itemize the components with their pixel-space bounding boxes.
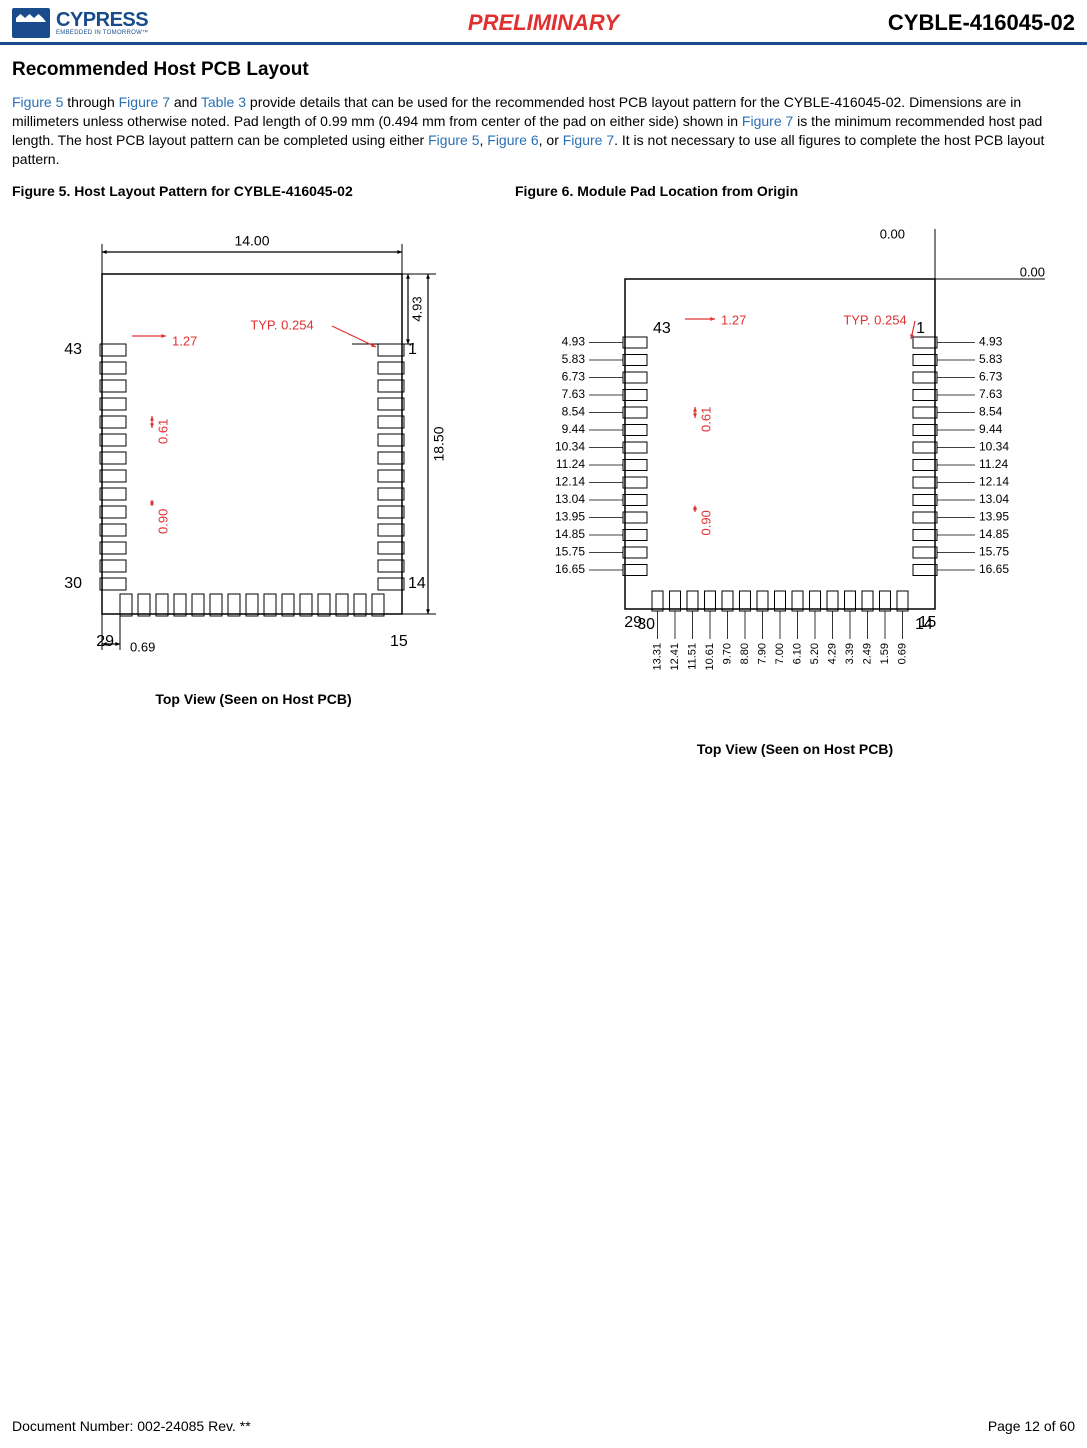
section-title: Recommended Host PCB Layout xyxy=(12,59,1075,81)
svg-text:29: 29 xyxy=(96,633,114,650)
fig7-link[interactable]: Figure 7 xyxy=(119,94,170,110)
svg-text:0.00: 0.00 xyxy=(880,226,905,241)
svg-text:11.51: 11.51 xyxy=(686,643,698,670)
svg-text:43: 43 xyxy=(653,320,671,337)
svg-text:1.27: 1.27 xyxy=(172,333,197,348)
svg-text:8.80: 8.80 xyxy=(739,643,751,664)
svg-text:0.61: 0.61 xyxy=(698,406,713,431)
svg-text:10.34: 10.34 xyxy=(555,439,585,453)
table3-link[interactable]: Table 3 xyxy=(201,94,246,110)
svg-text:6.73: 6.73 xyxy=(562,369,586,383)
figure-6-diagram: 0.00 0.00 4.93 4.93 5.83 5.83 6.73 6.73 7.63 7.63… xyxy=(515,219,1075,729)
svg-text:0.90: 0.90 xyxy=(155,508,170,533)
svg-text:30: 30 xyxy=(64,575,82,592)
fig7-link-2[interactable]: Figure 7 xyxy=(742,113,793,129)
svg-text:13.95: 13.95 xyxy=(979,509,1009,523)
svg-text:11.24: 11.24 xyxy=(979,457,1008,471)
figure-5: Figure 5. Host Layout Pattern for CYBLE-… xyxy=(12,183,495,757)
svg-text:1: 1 xyxy=(408,341,417,358)
preliminary-label: PRELIMINARY xyxy=(468,10,619,36)
svg-text:10.34: 10.34 xyxy=(979,439,1009,453)
figure-6-caption: Top View (Seen on Host PCB) xyxy=(515,741,1075,757)
svg-text:13.04: 13.04 xyxy=(979,492,1009,506)
svg-text:0.69: 0.69 xyxy=(130,639,155,654)
svg-text:16.65: 16.65 xyxy=(555,562,585,576)
svg-text:29: 29 xyxy=(624,614,642,631)
svg-text:8.54: 8.54 xyxy=(562,404,586,418)
figure-6-title: Figure 6. Module Pad Location from Origi… xyxy=(515,183,1075,199)
svg-text:7.63: 7.63 xyxy=(562,387,586,401)
body-paragraph: Figure 5 through Figure 7 and Table 3 pr… xyxy=(12,93,1075,169)
svg-text:15.75: 15.75 xyxy=(979,544,1009,558)
svg-text:13.31: 13.31 xyxy=(651,643,663,671)
svg-text:5.83: 5.83 xyxy=(979,352,1003,366)
page-header: CYPRESS EMBEDDED IN TOMORROW™ PRELIMINAR… xyxy=(0,0,1087,45)
svg-text:9.70: 9.70 xyxy=(721,643,733,664)
svg-text:14.85: 14.85 xyxy=(555,527,585,541)
svg-text:4.93: 4.93 xyxy=(562,334,586,348)
fig7-link-3[interactable]: Figure 7 xyxy=(563,132,614,148)
svg-text:1: 1 xyxy=(916,320,925,337)
fig5-link[interactable]: Figure 5 xyxy=(12,94,63,110)
svg-text:14.00: 14.00 xyxy=(234,232,269,248)
svg-text:TYP. 0.254: TYP. 0.254 xyxy=(250,317,313,332)
figure-5-caption: Top View (Seen on Host PCB) xyxy=(12,691,495,707)
svg-text:9.44: 9.44 xyxy=(562,422,586,436)
figure-6: Figure 6. Module Pad Location from Origi… xyxy=(515,183,1075,757)
svg-text:16.65: 16.65 xyxy=(979,562,1009,576)
svg-text:15: 15 xyxy=(390,633,408,650)
svg-text:9.44: 9.44 xyxy=(979,422,1003,436)
svg-text:12.14: 12.14 xyxy=(979,474,1009,488)
logo-name: CYPRESS xyxy=(56,10,148,30)
document-number: Document Number: 002-24085 Rev. ** xyxy=(12,1418,251,1434)
svg-text:15.75: 15.75 xyxy=(555,544,585,558)
svg-text:5.20: 5.20 xyxy=(809,643,821,664)
svg-text:8.54: 8.54 xyxy=(979,404,1003,418)
svg-text:18.50: 18.50 xyxy=(431,426,447,461)
svg-text:6.73: 6.73 xyxy=(979,369,1003,383)
svg-text:1.59: 1.59 xyxy=(879,643,891,664)
svg-text:2.49: 2.49 xyxy=(861,643,873,664)
svg-text:7.00: 7.00 xyxy=(774,643,786,664)
svg-text:7.90: 7.90 xyxy=(756,643,768,664)
svg-text:14: 14 xyxy=(408,575,426,592)
logo-tagline: EMBEDDED IN TOMORROW™ xyxy=(56,30,148,36)
svg-text:3.39: 3.39 xyxy=(844,643,856,664)
svg-text:TYP. 0.254: TYP. 0.254 xyxy=(843,312,906,327)
fig6-link[interactable]: Figure 6 xyxy=(487,132,538,148)
svg-text:0.00: 0.00 xyxy=(1020,264,1045,279)
svg-text:0.61: 0.61 xyxy=(155,418,170,443)
svg-text:11.24: 11.24 xyxy=(556,457,585,471)
svg-text:4.93: 4.93 xyxy=(409,296,424,321)
svg-text:4.93: 4.93 xyxy=(979,334,1003,348)
svg-text:4.29: 4.29 xyxy=(826,643,838,664)
svg-text:1.27: 1.27 xyxy=(721,312,746,327)
fig5-link-2[interactable]: Figure 5 xyxy=(428,132,479,148)
svg-text:43: 43 xyxy=(64,341,82,358)
figure-5-title: Figure 5. Host Layout Pattern for CYBLE-… xyxy=(12,183,495,199)
svg-text:13.04: 13.04 xyxy=(555,492,585,506)
svg-text:14.85: 14.85 xyxy=(979,527,1009,541)
svg-text:5.83: 5.83 xyxy=(562,352,586,366)
svg-text:0.90: 0.90 xyxy=(698,510,713,535)
page-number: Page 12 of 60 xyxy=(988,1418,1075,1434)
figure-5-diagram: 14.00 18.50 4.93 43 1 30 14 29 15 TYP. 0.254 1.27 0… xyxy=(12,219,492,679)
svg-text:6.10: 6.10 xyxy=(791,643,803,664)
svg-text:7.63: 7.63 xyxy=(979,387,1003,401)
svg-text:15: 15 xyxy=(919,614,937,631)
logo-icon xyxy=(12,8,50,38)
page-footer: Document Number: 002-24085 Rev. ** Page … xyxy=(12,1418,1075,1434)
svg-text:10.61: 10.61 xyxy=(704,643,716,671)
document-code: CYBLE-416045-02 xyxy=(888,10,1075,36)
svg-text:12.41: 12.41 xyxy=(669,643,681,671)
svg-text:12.14: 12.14 xyxy=(555,474,585,488)
svg-text:13.95: 13.95 xyxy=(555,509,585,523)
logo: CYPRESS EMBEDDED IN TOMORROW™ xyxy=(12,8,148,38)
svg-text:0.69: 0.69 xyxy=(896,643,908,664)
